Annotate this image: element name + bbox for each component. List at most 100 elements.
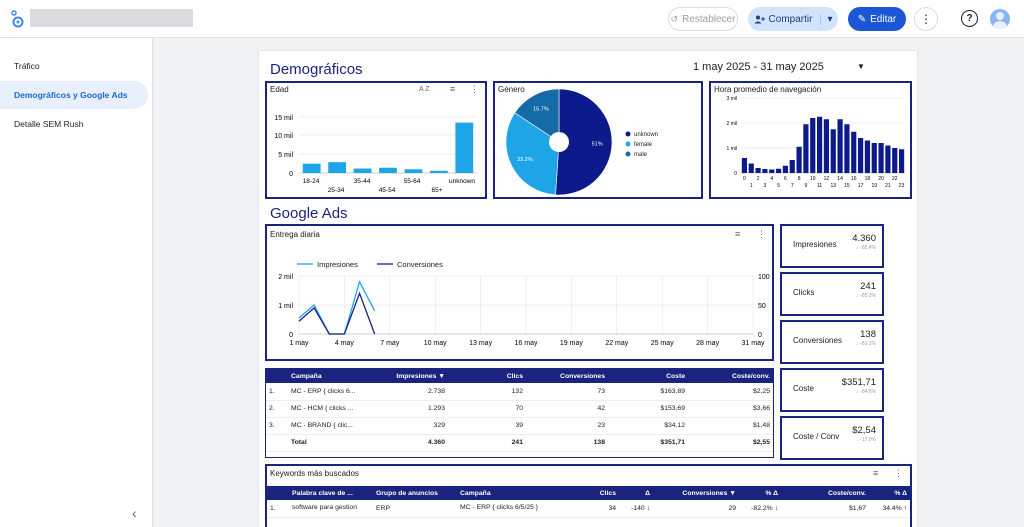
reset-button[interactable]: ↺ Restablecer xyxy=(668,7,738,31)
column-header[interactable]: Δ xyxy=(645,489,650,497)
x-tick-label: 25-34 xyxy=(328,187,345,194)
x-tick-label: 0 xyxy=(743,176,746,182)
x-tick-label: 1 xyxy=(750,183,753,189)
bar-hour-22 xyxy=(892,148,898,173)
bar-hour-17 xyxy=(857,138,864,173)
column-header[interactable]: Conversiones ▼ xyxy=(682,489,736,497)
column-header[interactable]: Conversiones xyxy=(560,372,605,380)
bar-hour-15 xyxy=(844,124,850,173)
delivery-line-chart: Impresiones Conversiones 2 mil 1 mil 0 100 50 0… xyxy=(278,260,770,347)
bar-35-44 xyxy=(353,168,372,173)
bar-hour-12 xyxy=(823,119,830,173)
x-tick-label: 5 xyxy=(777,183,780,189)
bar-hour-16 xyxy=(851,131,857,173)
column-header[interactable]: Clics xyxy=(599,489,616,497)
bar-hour-14 xyxy=(837,119,843,173)
bar-hour-2 xyxy=(755,168,761,173)
kpi-change: ↓ -85.4% xyxy=(856,245,876,251)
y-tick-label: 1 mil xyxy=(726,146,737,152)
column-header[interactable]: Coste/conv. xyxy=(827,489,866,497)
reset-label: Restablecer xyxy=(682,13,736,25)
collapse-sidebar-icon[interactable]: ‹ xyxy=(132,505,137,521)
filter-icon[interactable]: ≡ xyxy=(873,468,879,478)
x-tick-label: 28 may xyxy=(696,340,719,347)
filter-icon[interactable]: ≡ xyxy=(735,229,741,239)
pie-slice-label: 51% xyxy=(592,141,603,147)
column-header[interactable]: % Δ xyxy=(894,489,907,497)
gender-chart-panel: Género 51% 33.2% 15.7% unknown female male xyxy=(493,81,703,199)
bar-hour-6 xyxy=(782,165,789,173)
bar-45-54 xyxy=(379,167,397,173)
gender-chart-title: Género xyxy=(498,85,525,94)
table-row[interactable]: 2. MC - HCM { clicks ... 1.293 70 42 $15… xyxy=(266,400,773,418)
sidebar-item-trafico[interactable]: Tráfico xyxy=(14,61,40,71)
age-bar-chart: 15 mil 10 mil 5 mil 0 18-24 35-44 55-64 … xyxy=(274,115,477,194)
x-tick-label: 4 may xyxy=(335,340,355,347)
x-tick-label: 21 xyxy=(885,183,891,189)
column-header[interactable]: Coste/conv. xyxy=(731,372,770,380)
x-tick-label: 35-44 xyxy=(354,178,371,185)
report-title-field[interactable] xyxy=(30,9,193,27)
bar-hour-4 xyxy=(769,169,775,173)
bar-65+ xyxy=(429,170,448,173)
x-tick-label: 13 may xyxy=(469,340,492,347)
x-tick-label: 45-54 xyxy=(379,187,396,194)
share-dropdown-icon[interactable]: ▾ xyxy=(820,13,832,25)
x-tick-label: 31 may xyxy=(742,340,765,347)
x-tick-label: 16 xyxy=(851,176,857,182)
column-header[interactable]: Clics xyxy=(506,372,523,380)
bar-hour-0 xyxy=(741,158,748,173)
more-options-icon[interactable]: ⋮ xyxy=(470,84,479,94)
bar-hour-3 xyxy=(762,169,768,173)
column-header[interactable]: Coste xyxy=(666,372,685,380)
table-header-row: Campaña Impresiones ▼ Clics Conversiones… xyxy=(266,369,773,383)
sidebar-item-sem-rush[interactable]: Detalle SEM Rush xyxy=(14,119,84,129)
table-row[interactable]: 1. software para gestion ERP MC - ERP { … xyxy=(267,500,910,518)
kpi-change: ↓ -85.2% xyxy=(856,293,876,299)
column-header[interactable]: Campaña xyxy=(460,489,491,497)
avatar[interactable] xyxy=(990,9,1010,29)
kpi-value: 241 xyxy=(860,281,876,292)
bar-hour-1 xyxy=(748,163,754,173)
x-tick-label: 2 xyxy=(757,176,760,182)
bar-unknown xyxy=(455,122,474,173)
column-header[interactable]: % Δ xyxy=(765,489,778,497)
add-person-icon xyxy=(754,15,765,23)
filter-icon[interactable]: ≡ xyxy=(450,84,456,94)
column-header[interactable]: Campaña xyxy=(291,372,322,380)
kpi-value: $351,71 xyxy=(841,377,876,388)
edit-button[interactable]: ✎ Editar xyxy=(848,7,906,31)
sort-icon[interactable]: A Z xyxy=(419,86,430,93)
x-tick-label: 7 xyxy=(791,183,794,189)
sidebar-item-demograficos[interactable]: Demográficos y Google Ads xyxy=(0,81,148,109)
x-tick-label: 16 may xyxy=(515,340,538,347)
more-options-icon[interactable]: ⋮ xyxy=(757,229,766,239)
x-tick-label: unknown xyxy=(449,178,475,185)
more-options-icon[interactable]: ⋮ xyxy=(894,468,903,478)
table-row[interactable]: 1. MC - ERP { clicks 6... 2.738 132 73 $… xyxy=(266,383,773,401)
y-tick-label: 3 mil xyxy=(726,96,737,102)
x-tick-label: 7 may xyxy=(380,340,400,347)
x-tick-label: 6 xyxy=(784,176,787,182)
looker-studio-logo[interactable] xyxy=(9,9,27,29)
x-tick-label: 10 may xyxy=(424,340,447,347)
kpi-label: Coste xyxy=(793,384,814,393)
date-range-selector[interactable]: 1 may 2025 - 31 may 2025 xyxy=(693,61,824,73)
share-button[interactable]: Compartir ▾ xyxy=(748,7,838,31)
x-tick-label: 22 may xyxy=(605,340,628,347)
date-range-dropdown-icon[interactable]: ▼ xyxy=(857,62,865,71)
column-header[interactable]: Palabra clave de ... xyxy=(292,489,353,497)
help-icon[interactable]: ? xyxy=(961,10,978,27)
kpi-change: ↓ -81.1% xyxy=(856,341,876,347)
bar-hour-18 xyxy=(864,140,871,173)
y-tick-label: 2 mil xyxy=(278,274,293,281)
column-header[interactable]: Grupo de anuncios xyxy=(376,489,438,497)
hour-chart-title: Hora promedio de navegación xyxy=(714,85,822,94)
share-label: Compartir xyxy=(768,13,813,25)
bar-hour-11 xyxy=(816,116,823,173)
table-row[interactable]: 3. MC - BRAND { clic... 329 39 23 $34,12… xyxy=(266,417,773,435)
more-options-icon[interactable]: ⋮ xyxy=(914,7,938,31)
column-header[interactable]: Impresiones ▼ xyxy=(396,372,445,380)
x-tick-label: 9 xyxy=(805,183,808,189)
pie-slice-label: 33.2% xyxy=(517,157,533,163)
